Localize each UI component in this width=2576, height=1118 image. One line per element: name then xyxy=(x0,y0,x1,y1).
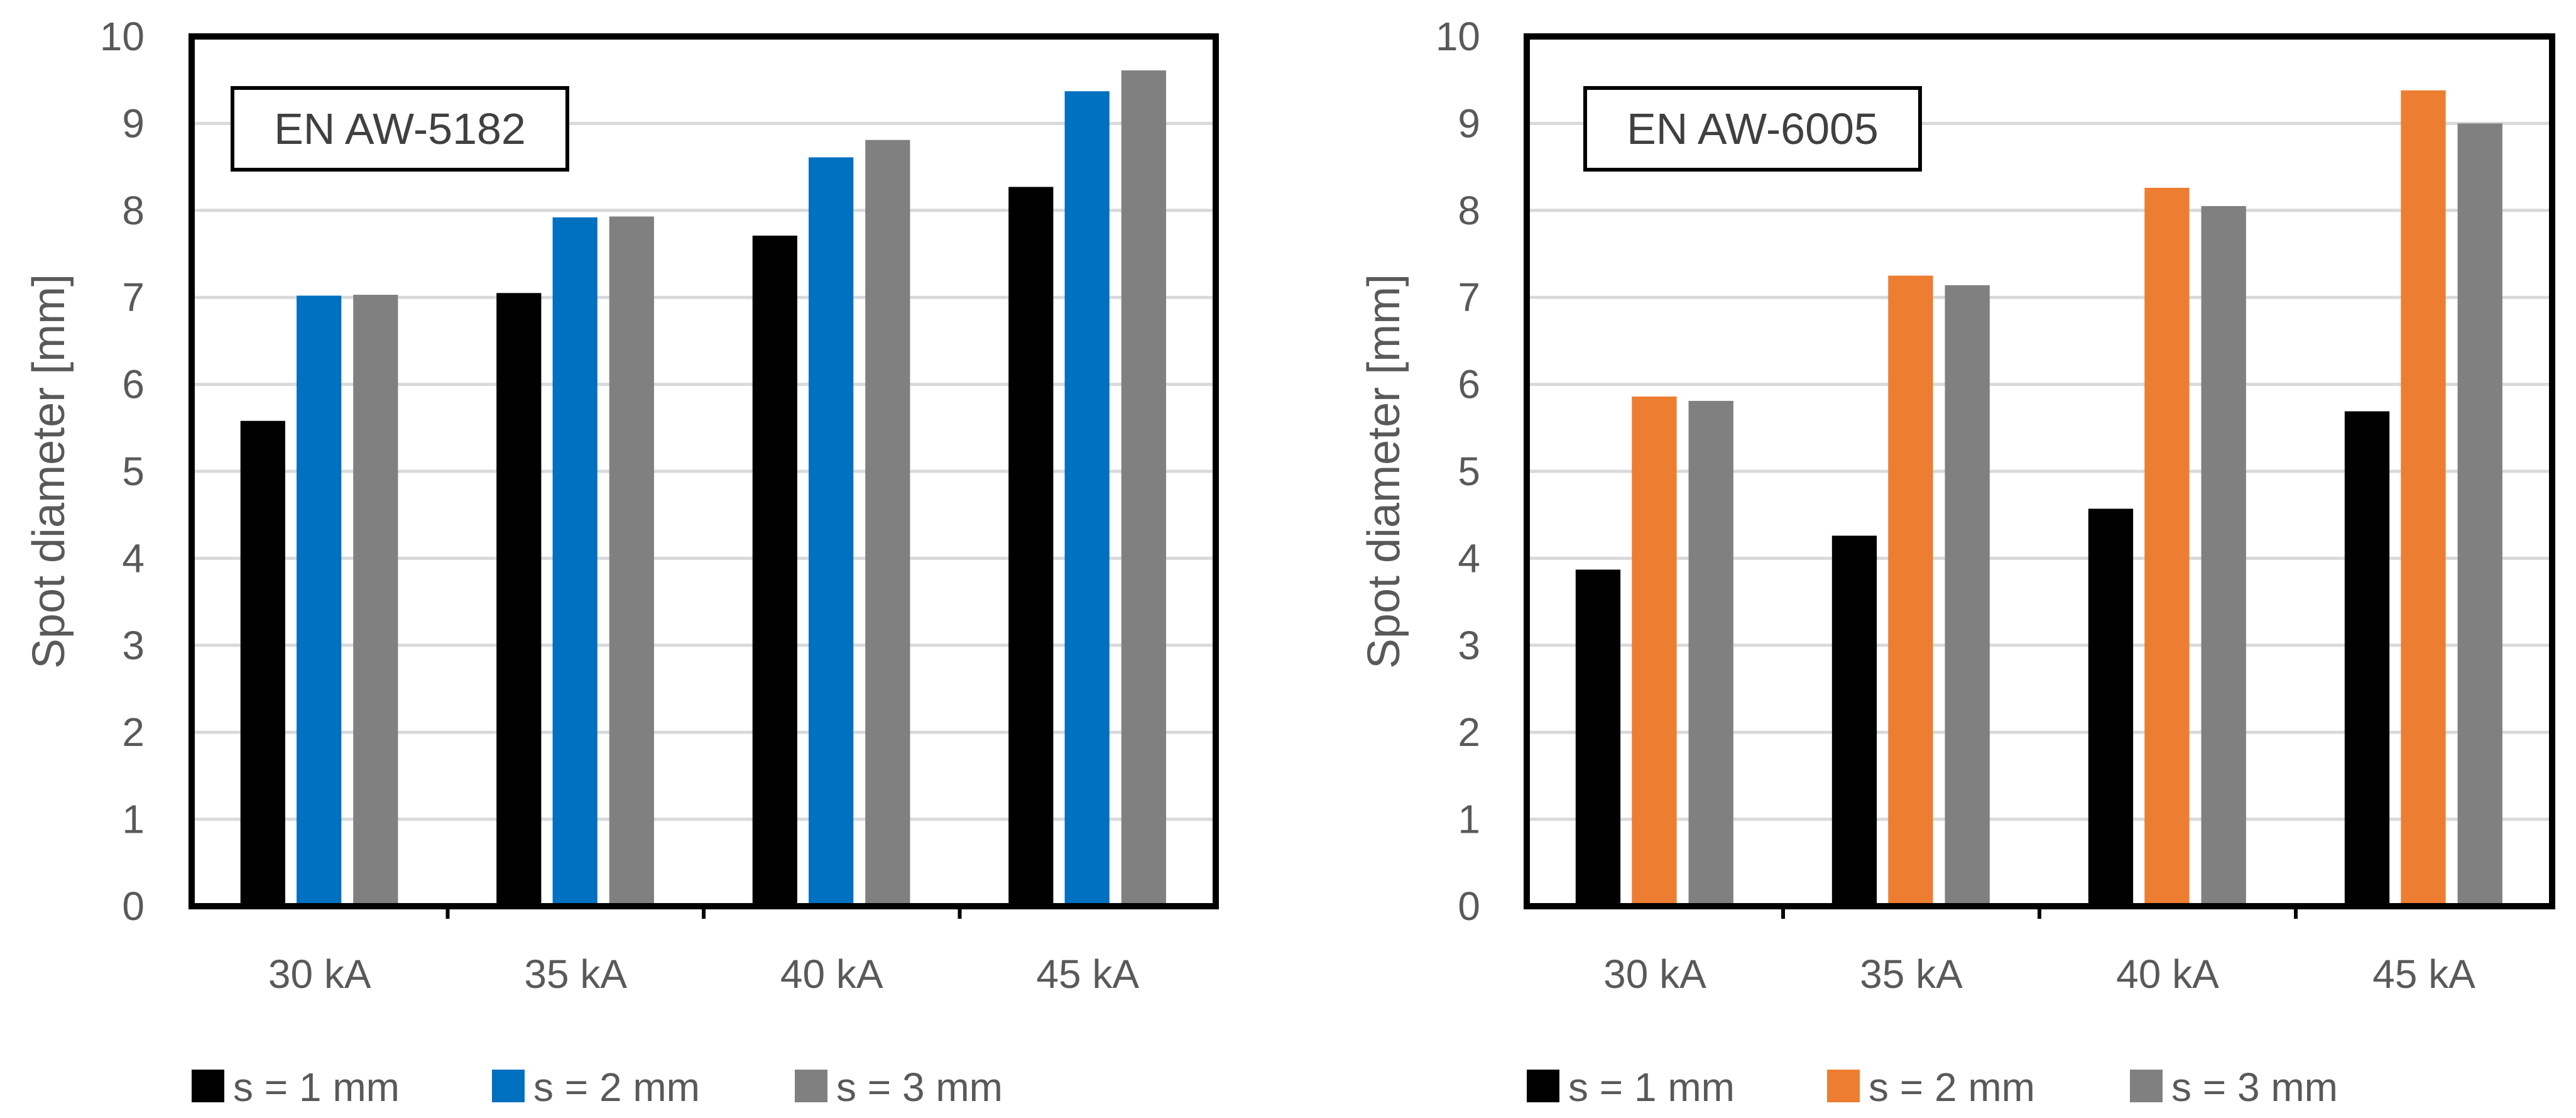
bar-s-3-mm-35-ka xyxy=(1945,285,1990,907)
y-tick-label: 1 xyxy=(1458,797,1480,842)
bar-s-1-mm-45-ka xyxy=(1008,187,1054,906)
x-tick-label: 35 kA xyxy=(524,951,627,997)
y-tick-label: 5 xyxy=(1458,449,1480,494)
legend-label: s = 3 mm xyxy=(836,1065,1003,1110)
x-tick-label: 45 kA xyxy=(2372,951,2475,997)
y-tick-label: 5 xyxy=(122,449,145,494)
x-tick-label: 40 kA xyxy=(2116,951,2219,997)
legend-label: s = 1 mm xyxy=(233,1065,400,1110)
title-box xyxy=(1583,86,1922,172)
bar-s-2-mm-45-ka xyxy=(2401,90,2446,907)
bar-s-2-mm-30-ka xyxy=(297,295,342,906)
plot-frame xyxy=(188,33,1219,909)
bar-s-1-mm-30-ka xyxy=(240,420,285,906)
y-tick-label: 4 xyxy=(1458,535,1480,581)
y-tick-label: 3 xyxy=(122,623,145,668)
y-tick-label: 4 xyxy=(122,535,145,581)
y-tick-label: 0 xyxy=(1458,884,1480,929)
bar-s-1-mm-40-ka xyxy=(2088,508,2134,906)
bar-s-3-mm-30-ka xyxy=(353,295,398,907)
y-tick-label: 6 xyxy=(122,362,145,407)
y-tick-label: 9 xyxy=(1458,101,1480,146)
bar-s-3-mm-35-ka xyxy=(609,216,654,906)
bar-s-1-mm-40-ka xyxy=(752,235,797,906)
x-tick-label: 40 kA xyxy=(780,951,883,997)
y-tick-label: 1 xyxy=(122,797,145,842)
y-tick-label: 7 xyxy=(1458,275,1480,320)
chart-en-aw-6005: 0 1 2 3 4 5 6 7 8 9 10 Spot diameter [mm] 30 kA 35 kA… xyxy=(1359,14,2555,1110)
bar-s-1-mm-30-ka xyxy=(1575,569,1621,906)
bar-s-3-mm-45-ka xyxy=(2457,123,2502,906)
chart-title: EN AW-5182 xyxy=(274,104,526,153)
bar-s-3-mm-40-ka xyxy=(865,140,910,906)
x-tick-label: 35 kA xyxy=(1860,951,1963,997)
y-tick-label: 9 xyxy=(122,101,145,146)
bar-s-2-mm-30-ka xyxy=(1632,396,1677,906)
y-tick-label: 2 xyxy=(1458,710,1480,755)
bar-s-2-mm-35-ka xyxy=(1888,275,1933,907)
legend-label: s = 2 mm xyxy=(533,1065,700,1110)
y-tick-label: 2 xyxy=(122,710,145,755)
legend-label: s = 2 mm xyxy=(1869,1065,2035,1110)
bar-s-3-mm-30-ka xyxy=(1688,400,1733,906)
y-tick-label: 8 xyxy=(1458,188,1480,233)
bar-s-2-mm-40-ka xyxy=(809,157,854,907)
bar-s-2-mm-40-ka xyxy=(2144,187,2190,906)
y-axis-label: Spot diameter [mm] xyxy=(24,274,74,669)
y-axis-label: Spot diameter [mm] xyxy=(1359,274,1409,669)
bar-s-2-mm-35-ka xyxy=(552,217,598,906)
chart-en-aw-5182: 0 1 2 3 4 5 6 7 8 9 10 Spot diameter [mm] 30 kA 35 kA… xyxy=(24,14,1219,1110)
bar-s-1-mm-35-ka xyxy=(1831,535,1877,906)
title-box xyxy=(231,86,569,172)
y-tick-label: 3 xyxy=(1458,623,1480,668)
y-tick-label: 8 xyxy=(122,188,145,233)
x-tick-label: 30 kA xyxy=(268,951,371,997)
y-tick-label: 6 xyxy=(1458,362,1480,407)
legend-swatch xyxy=(1827,1070,1860,1102)
bar-s-1-mm-45-ka xyxy=(2344,411,2390,906)
legend-swatch xyxy=(1527,1070,1559,1102)
legend-label: s = 1 mm xyxy=(1568,1065,1735,1110)
legend-swatch xyxy=(2130,1070,2163,1102)
x-tick-label: 45 kA xyxy=(1036,951,1139,997)
plot-frame xyxy=(1524,33,2555,909)
bar-s-3-mm-40-ka xyxy=(2201,206,2246,906)
bar-s-1-mm-35-ka xyxy=(496,293,542,906)
bar-s-2-mm-45-ka xyxy=(1064,91,1110,906)
y-tick-label: 10 xyxy=(100,14,145,59)
y-tick-label: 0 xyxy=(122,884,145,929)
legend-swatch xyxy=(492,1070,525,1102)
bar-s-3-mm-45-ka xyxy=(1121,70,1166,907)
legend-label: s = 3 mm xyxy=(2171,1065,2338,1110)
legend-swatch xyxy=(795,1070,827,1102)
legend-swatch xyxy=(192,1070,224,1102)
chart-title: EN AW-6005 xyxy=(1627,104,1879,153)
x-tick-label: 30 kA xyxy=(1603,951,1706,997)
y-tick-label: 7 xyxy=(122,275,145,320)
y-tick-label: 10 xyxy=(1436,14,1480,59)
